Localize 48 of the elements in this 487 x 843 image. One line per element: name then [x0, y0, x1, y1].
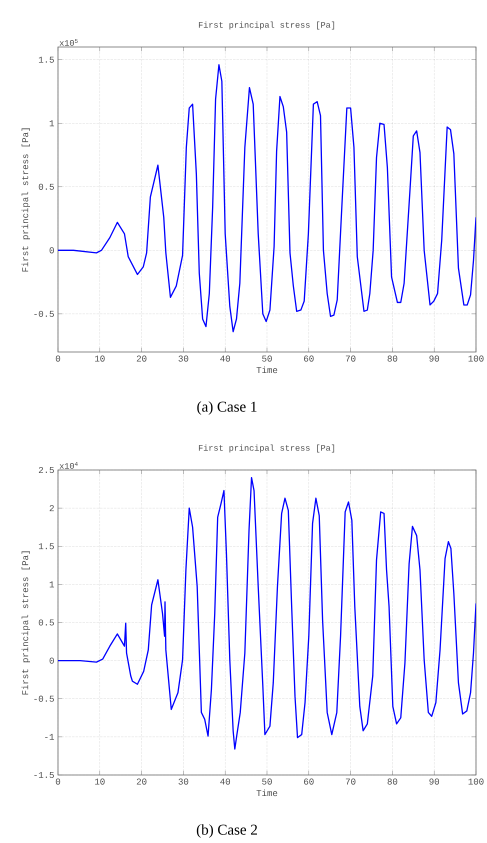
y-axis-title: First principal stress [Pa] [21, 128, 30, 272]
y-tick-label: 2.5 [38, 466, 54, 474]
y-tick-label: -1 [44, 734, 54, 740]
y-tick-label: -1.5 [34, 772, 54, 778]
y-tick-label: 0.5 [38, 619, 54, 626]
y-tick-label: -0.5 [34, 310, 54, 317]
y-tick-label: -0.5 [34, 696, 54, 702]
y-tick-label: 1.5 [38, 56, 54, 63]
x-tick-label: 20 [136, 356, 146, 362]
y-tick-label: 0 [49, 658, 54, 664]
text: x10$^{4}$ [59, 462, 78, 469]
x-tick-label: 40 [220, 778, 230, 785]
x-tick-label: 60 [304, 356, 314, 362]
y-axis-title: First principal stress [Pa] [21, 551, 30, 695]
y-tick-label: 0 [49, 247, 54, 254]
x-tick-label: 10 [94, 356, 104, 362]
x-tick-label: 30 [178, 778, 188, 785]
x-tick-label: 60 [304, 778, 314, 785]
x-tick-label: 80 [387, 778, 398, 785]
x-tick-label: 10 [94, 778, 104, 785]
x-tick-label: 100 [468, 778, 484, 785]
x-tick-label: 20 [136, 778, 146, 785]
x-tick-label: 80 [387, 356, 398, 362]
x-tick-label: 50 [262, 778, 272, 785]
chart-title: First principal stress [Pa] [198, 22, 334, 30]
line-series [58, 64, 476, 332]
x-axis-title: Time [256, 789, 278, 796]
y-tick-label: 1 [50, 581, 54, 588]
line-series [58, 476, 476, 750]
x-axis-title: Time [256, 366, 278, 374]
x-tick-label: 0 [56, 778, 60, 785]
x-tick-label: 70 [346, 356, 356, 362]
y-tick-label: 1 [50, 120, 54, 126]
x-tick-label: 30 [178, 356, 188, 362]
x-tick-label: 50 [262, 356, 272, 362]
text: (b) Case 2 [196, 824, 257, 838]
chart-title: First principal stress [Pa] [198, 444, 334, 452]
x-tick-label: 70 [346, 778, 356, 785]
x-tick-label: 90 [429, 356, 439, 362]
x-tick-label: 90 [429, 778, 439, 785]
text: (a) Case 1 [197, 401, 256, 415]
x-tick-label: 40 [220, 356, 230, 362]
y-tick-label: 2 [49, 505, 54, 512]
x-tick-label: 100 [468, 356, 484, 362]
x-tick-label: 0 [56, 356, 60, 362]
y-tick-label: 1.5 [38, 543, 54, 550]
text: x10$^{5}$ [59, 38, 78, 46]
y-tick-label: 0.5 [38, 184, 54, 190]
